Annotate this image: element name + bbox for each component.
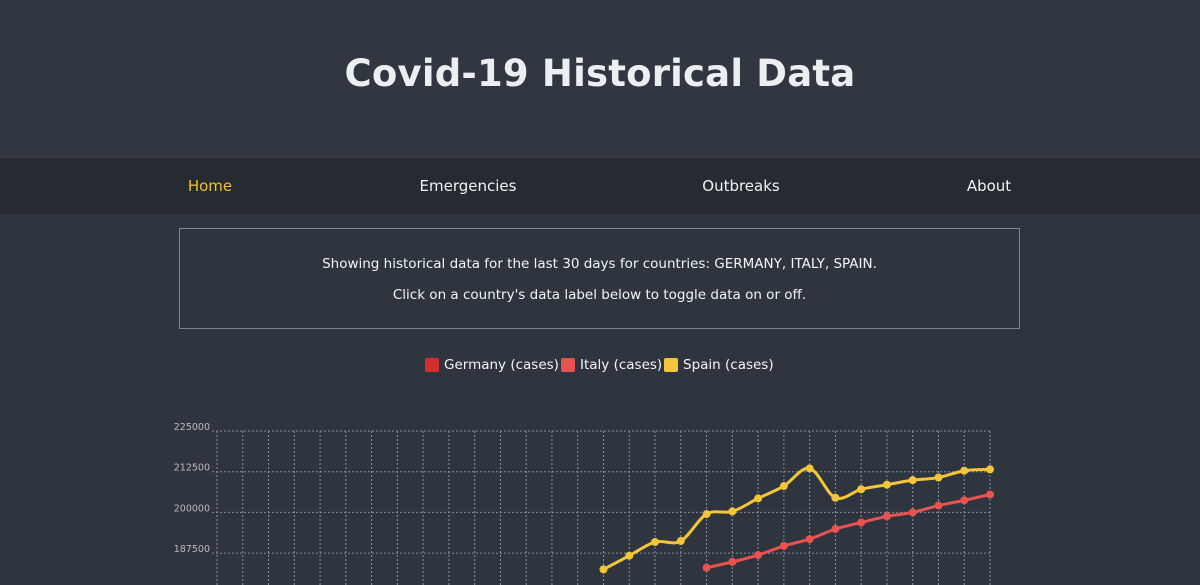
data-point-italy (831, 525, 840, 534)
data-point-italy (908, 508, 917, 517)
data-point-italy (779, 541, 788, 550)
data-point-spain (882, 480, 891, 489)
data-point-italy (960, 496, 969, 505)
data-point-spain (960, 466, 969, 475)
data-point-spain (831, 493, 840, 502)
chart-legend: Germany (cases) Italy (cases) Spain (cas… (0, 355, 1200, 377)
data-point-italy (805, 535, 814, 544)
y-tick-label: 187500 (174, 544, 210, 555)
series-line-italy (706, 493, 991, 570)
data-point-spain (754, 494, 763, 503)
legend-label-germany: Germany (cases) (444, 357, 559, 373)
legend-item-spain[interactable]: Spain (cases) (664, 355, 774, 375)
y-tick-label: 200000 (174, 503, 210, 514)
data-point-italy (986, 490, 994, 499)
data-point-spain (599, 565, 608, 574)
data-point-spain (986, 465, 994, 474)
data-point-italy (882, 512, 891, 521)
data-point-italy (754, 551, 763, 560)
info-text-countries: Showing historical data for the last 30 … (322, 256, 877, 272)
data-point-italy (934, 501, 943, 510)
page-title: Covid-19 Historical Data (344, 52, 856, 95)
legend-label-italy: Italy (cases) (580, 357, 663, 373)
legend-item-italy[interactable]: Italy (cases) (561, 355, 662, 375)
data-point-spain (779, 482, 788, 491)
series-line-spain (602, 466, 991, 571)
data-point-italy (728, 557, 737, 566)
info-text-instructions: Click on a country's data label below to… (392, 287, 807, 303)
data-point-spain (651, 538, 660, 547)
legend-label-spain: Spain (cases) (683, 357, 774, 373)
data-point-spain (702, 510, 711, 519)
navbar: Home Emergencies Outbreaks About (0, 158, 1200, 214)
page-header: Covid-19 Historical Data (0, 0, 1200, 158)
legend-swatch-spain (664, 358, 678, 372)
y-tick-label: 212500 (174, 463, 210, 474)
data-point-spain (934, 473, 943, 482)
legend-item-germany[interactable]: Germany (cases) (425, 355, 559, 375)
data-point-spain (728, 507, 737, 516)
data-point-spain (857, 485, 866, 494)
legend-swatch-germany (425, 358, 439, 372)
data-point-spain (805, 464, 814, 473)
data-point-italy (702, 563, 711, 572)
legend-swatch-italy (561, 358, 575, 372)
nav-home[interactable]: Home (187, 177, 233, 195)
data-point-italy (857, 518, 866, 527)
y-tick-label: 225000 (174, 422, 210, 433)
data-point-spain (676, 537, 685, 546)
nav-outbreaks[interactable]: Outbreaks (702, 177, 780, 195)
data-point-spain (625, 551, 634, 560)
nav-emergencies[interactable]: Emergencies (419, 177, 517, 195)
data-point-spain (908, 476, 917, 485)
nav-about[interactable]: About (966, 177, 1012, 195)
info-box: Showing historical data for the last 30 … (179, 228, 1020, 329)
